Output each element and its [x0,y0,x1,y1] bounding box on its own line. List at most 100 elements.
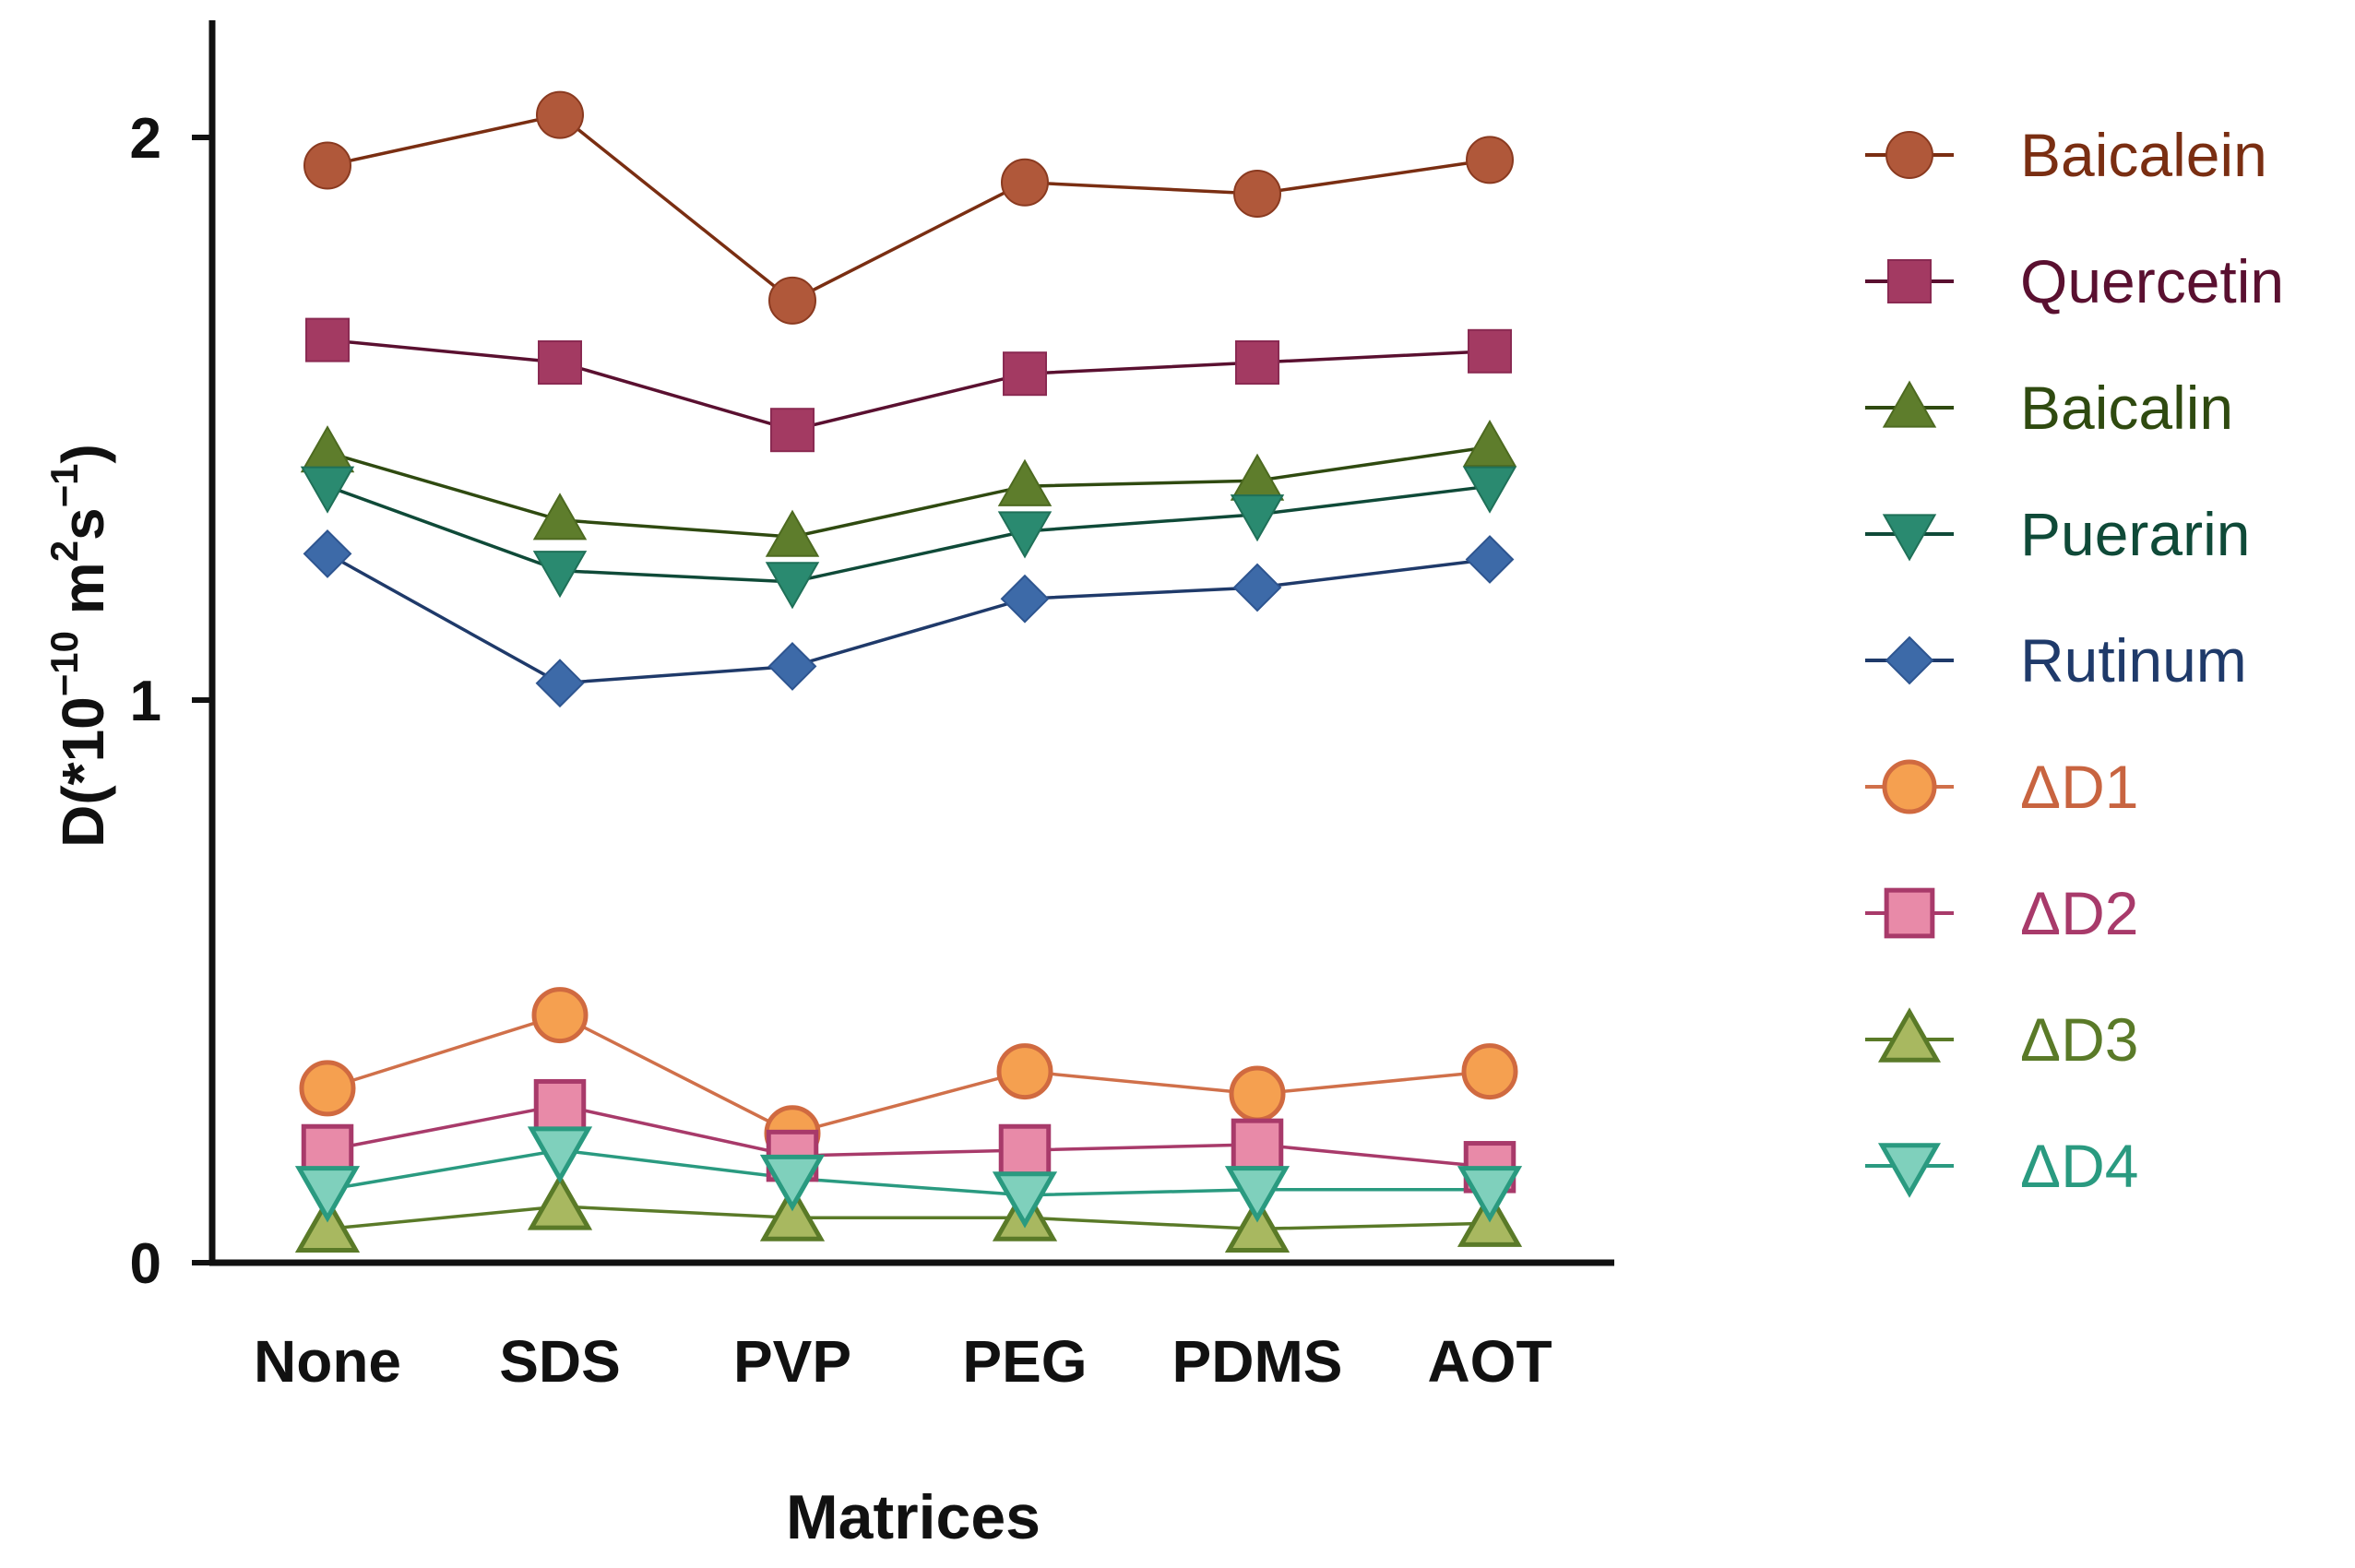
series-line-baicalin [327,445,1491,539]
data-point-baicalin-sds [532,493,588,540]
legend-label: ΔD4 [2020,1132,2138,1200]
legend-marker-circle [1885,131,1933,179]
data-point-quercetin-peg [1003,351,1047,397]
legend-label: Rutinum [2020,626,2247,695]
data-point-delta-d3-sds [527,1173,593,1230]
legend-label: Quercetin [2020,247,2284,315]
data-point-rutinum-pvp [767,641,817,691]
series-line-quercetin [327,338,1491,433]
data-point-delta-d1-none [299,1060,356,1117]
data-point-puerarin-pvp [765,562,820,610]
series-line-baicalein [327,113,1491,303]
data-point-delta-d1-peg [996,1043,1053,1100]
legend-item-baicalin: Baicalin [1865,374,2233,442]
data-point-puerarin-none [300,466,355,514]
data-point-rutinum-none [303,529,352,578]
legend-label: Puerarin [2020,500,2250,568]
series-line-puerarin [327,484,1491,584]
data-point-delta-d4-peg [992,1171,1058,1229]
y-axis-title-mid2: s [50,507,116,540]
data-point-baicalin-pvp [765,509,820,557]
y-tick-label: 1 [130,670,161,733]
legend-marker-triangle-down [1877,1143,1942,1198]
data-point-baicalein-aot [1466,136,1514,184]
data-point-delta-d4-pvp [759,1154,826,1212]
x-tick-label-aot: AOT [1427,1328,1552,1395]
legend-label: ΔD3 [2020,1005,2138,1074]
legend-item-delta-d3: ΔD3 [1865,1005,2138,1074]
data-point-rutinum-pdms [1232,563,1282,612]
legend-item-delta-d4: ΔD4 [1865,1132,2138,1200]
data-point-puerarin-pdms [1230,494,1285,542]
x-axis-title: Matrices [786,1482,1041,1552]
data-point-baicalein-peg [1001,158,1049,207]
legend-marker-circle [1882,759,1937,814]
data-point-delta-d3-pvp [759,1184,826,1241]
series-line-delta-d2 [327,1103,1491,1170]
legend-marker-triangle-up [1877,1007,1942,1063]
y-axis-title: D(*10−10 m2s−1) [42,444,116,848]
data-point-delta-d1-pdms [1229,1065,1286,1123]
data-point-quercetin-aot [1468,328,1512,374]
data-point-baicalein-pdms [1233,170,1281,218]
data-point-delta-d4-none [294,1166,361,1223]
legend-marker-triangle-down [1882,514,1937,562]
legend-marker-square [1887,259,1932,303]
data-point-baicalin-peg [997,458,1053,506]
data-point-puerarin-sds [532,551,588,599]
data-point-delta-d4-pdms [1224,1166,1290,1223]
y-ticks: 0 1 2 [130,107,212,1296]
data-point-baicalein-sds [536,90,584,139]
legend-marker-square [1884,887,1935,939]
data-point-quercetin-pvp [770,408,815,453]
data-point-delta-d1-sds [531,987,589,1044]
legend-marker-triangle-up [1882,380,1937,428]
data-point-quercetin-sds [538,340,582,385]
legend-marker-diamond [1885,636,1934,685]
y-tick-label: 0 [130,1232,161,1296]
data-point-baicalein-none [303,141,351,190]
series-line-rutinum [327,552,1491,685]
x-tick-label-pdms: PDMS [1172,1328,1343,1395]
y-axis-title-suffix: ) [50,444,116,463]
series-line-delta-d4 [327,1148,1490,1197]
legend-item-delta-d2: ΔD2 [1865,879,2138,947]
data-point-delta-d4-sds [527,1126,593,1183]
data-point-rutinum-peg [1000,574,1050,624]
legend-label: ΔD1 [2020,753,2138,821]
y-axis-title-exp2: 2 [42,540,86,562]
legend-item-quercetin: Quercetin [1865,247,2284,315]
legend-label: Baicalin [2020,374,2233,442]
series-line-delta-d1 [327,1013,1491,1135]
x-tick-label-none: None [254,1328,401,1395]
y-axis-title-exp1: −10 [42,631,86,696]
x-ticks: None SDS PVP PEG PDMS AOT [254,1328,1552,1395]
data-point-rutinum-aot [1465,535,1515,584]
legend-item-baicalein: Baicalein [1865,121,2267,189]
x-tick-label-peg: PEG [962,1328,1087,1395]
y-axis-title-exp3: −1 [42,463,86,507]
data-point-puerarin-aot [1462,466,1517,514]
data-point-delta-d1-aot [1461,1043,1518,1100]
data-point-delta-d2-peg [998,1123,1052,1177]
y-axis-title-prefix: D(*10 [50,696,116,848]
series-line-delta-d3 [327,1205,1491,1231]
data-point-rutinum-sds [535,659,585,708]
legend-label: Baicalein [2020,121,2267,189]
data-point-puerarin-peg [997,511,1053,559]
data-point-delta-d2-pdms [1231,1118,1284,1171]
data-point-baicalin-aot [1462,419,1517,468]
data-point-quercetin-none [305,317,350,362]
axes [208,20,1614,1266]
legend-label: ΔD2 [2020,879,2138,947]
legend-item-rutinum: Rutinum [1865,626,2247,695]
x-tick-label-pvp: PVP [733,1328,851,1395]
legend-item-delta-d1: ΔD1 [1865,753,2138,821]
series-markers [294,90,1523,1253]
data-point-baicalin-none [300,425,355,473]
data-point-delta-d3-none [294,1195,361,1253]
data-point-delta-d3-pdms [1224,1195,1290,1253]
y-tick-label: 2 [130,107,161,171]
series-lines [327,113,1491,1231]
